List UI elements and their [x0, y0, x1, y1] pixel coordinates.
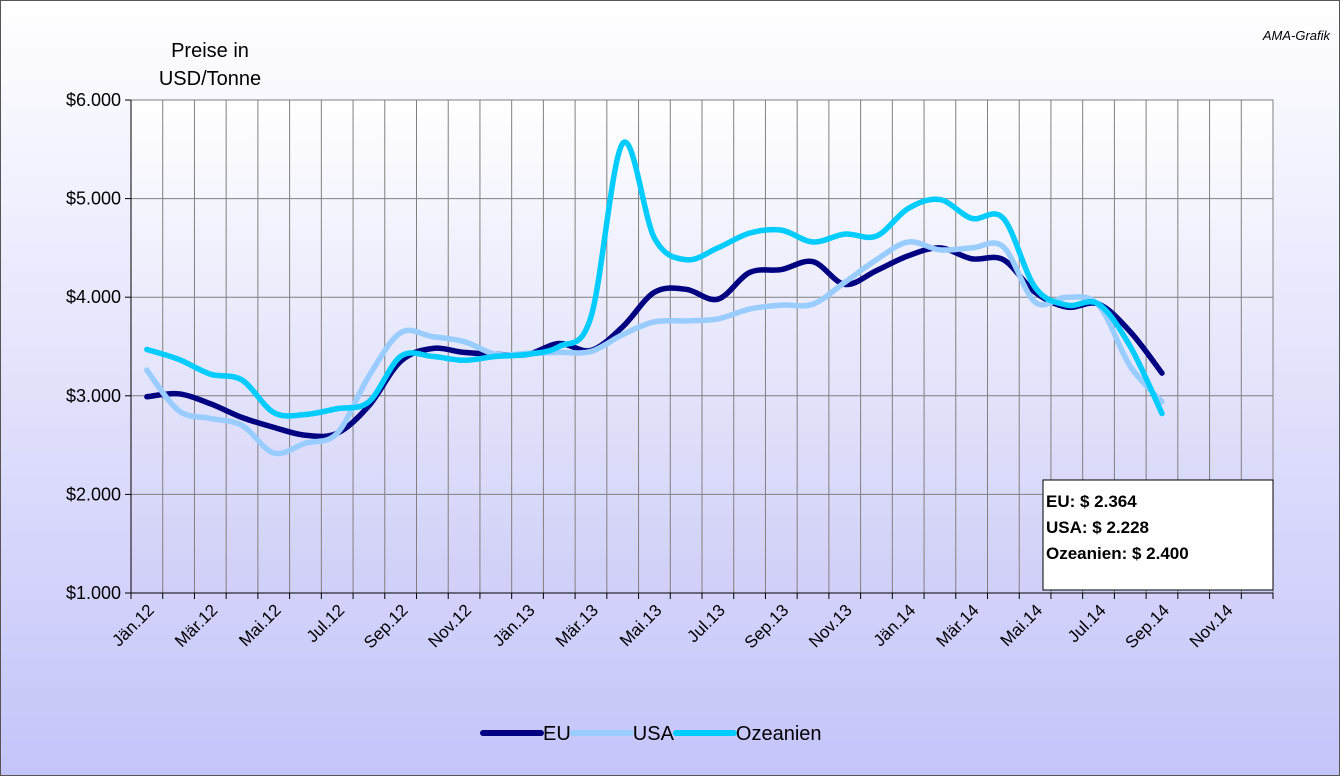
legend-label: USA — [633, 723, 675, 745]
legend-label: EU — [543, 723, 571, 745]
y-tick-label: $3.000 — [66, 386, 121, 406]
series-line — [144, 245, 1165, 440]
annotation: USA: $ 2.228 — [1046, 518, 1149, 537]
annotation: EU: $ 2.364 — [1046, 492, 1137, 511]
series-line — [144, 239, 1165, 457]
legend-label: Ozeanien — [736, 723, 822, 745]
source: AMA-Grafik — [1262, 28, 1332, 43]
annotation-box — [1042, 479, 1274, 591]
y-tick-label: $6.000 — [66, 90, 121, 110]
annotation: Ozeanien: $ 2.400 — [1046, 544, 1189, 563]
y-tick-label: $2.000 — [66, 484, 121, 504]
y-label: Preise in — [171, 40, 249, 62]
y-tick-label: $4.000 — [66, 287, 121, 307]
y-label: USD/Tonne — [159, 68, 261, 90]
y-tick-label: $1.000 — [66, 583, 121, 603]
y-tick-label: $5.000 — [66, 189, 121, 209]
series-line — [144, 139, 1165, 419]
